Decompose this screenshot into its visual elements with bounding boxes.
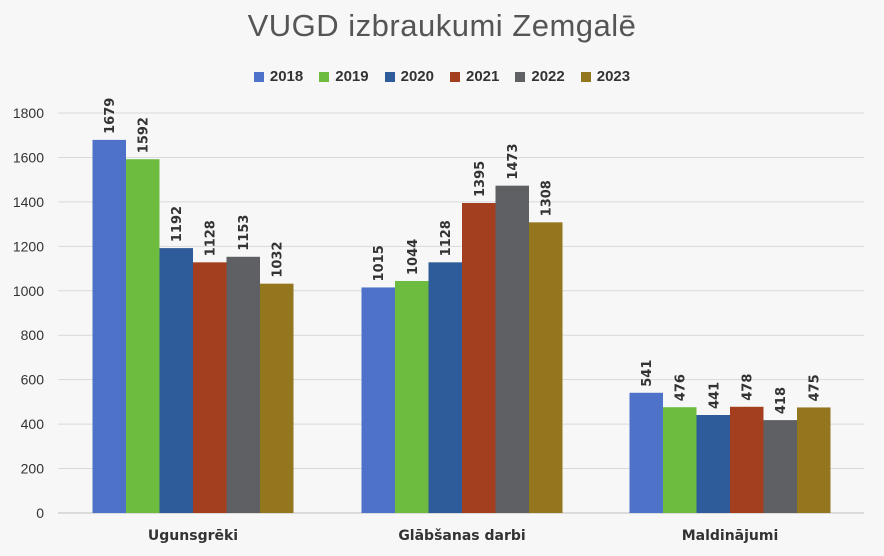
legend-item: 2023	[580, 68, 631, 85]
x-category-label: Maldinājumi	[682, 528, 779, 544]
legend-swatch	[253, 71, 264, 82]
legend-item: 2018	[253, 68, 304, 85]
y-tick-label: 1000	[13, 283, 44, 299]
data-label: 1153	[237, 215, 252, 251]
bar	[696, 415, 730, 513]
bar	[260, 283, 294, 513]
data-label: 1128	[204, 220, 219, 256]
legend-swatch	[515, 71, 526, 82]
data-label: 1592	[137, 117, 152, 153]
data-label: 441	[707, 382, 722, 409]
data-label: 1128	[439, 220, 454, 256]
y-tick-label: 600	[21, 372, 45, 388]
legend-swatch	[580, 71, 591, 82]
data-label: 478	[741, 374, 756, 401]
data-label: 1192	[170, 206, 185, 242]
y-tick-label: 200	[21, 461, 45, 477]
bar	[663, 407, 697, 513]
bar	[495, 185, 529, 513]
legend-swatch	[384, 71, 395, 82]
y-tick-label: 1600	[13, 149, 44, 165]
legend-label: 2019	[335, 68, 369, 85]
data-label: 541	[640, 360, 655, 387]
bar	[462, 203, 496, 513]
data-label: 418	[774, 387, 789, 414]
data-label: 1473	[506, 143, 521, 179]
legend-swatch	[319, 71, 330, 82]
legend-label: 2021	[466, 68, 500, 85]
y-tick-label: 1800	[13, 105, 44, 121]
x-category-label: Ugunsgrēki	[148, 528, 238, 544]
bar	[428, 262, 462, 513]
bar	[92, 139, 126, 513]
legend-label: 2020	[400, 68, 434, 85]
y-tick-label: 1400	[13, 194, 44, 210]
bar	[226, 256, 260, 513]
legend-label: 2022	[531, 68, 565, 85]
data-label: 1679	[103, 98, 118, 134]
legend-item: 2019	[319, 68, 369, 85]
bar	[395, 281, 429, 513]
data-label: 1032	[271, 241, 286, 277]
bar	[529, 222, 563, 514]
legend-item: 2022	[515, 68, 565, 85]
legend-item: 2020	[384, 68, 434, 85]
bar	[629, 392, 663, 513]
data-label: 1044	[406, 239, 421, 275]
y-tick-label: 0	[36, 505, 44, 521]
y-tick-label: 400	[21, 416, 45, 432]
bar	[193, 262, 227, 513]
bar	[126, 159, 160, 513]
bar	[361, 287, 395, 513]
data-label: 1395	[473, 161, 488, 197]
data-label: 1015	[372, 245, 387, 281]
chart-title: VUGD izbraukumi Zemgalē	[247, 8, 637, 43]
data-label: 475	[808, 374, 823, 401]
legend-item: 2021	[450, 68, 499, 85]
legend-swatch	[450, 71, 460, 82]
bar	[797, 407, 831, 513]
legend-label: 2023	[596, 68, 631, 85]
x-category-label: Glābšanas darbi	[398, 528, 525, 544]
y-tick-label: 800	[21, 327, 45, 343]
legend-label: 2018	[269, 68, 304, 85]
y-tick-label: 1200	[13, 238, 44, 254]
bar	[763, 420, 797, 513]
data-label: 476	[674, 374, 689, 401]
legend: 2018 2019 2020 2021 2022 2023	[0, 68, 884, 85]
bar	[730, 406, 764, 513]
bar	[159, 248, 193, 513]
data-label: 1308	[540, 180, 555, 216]
